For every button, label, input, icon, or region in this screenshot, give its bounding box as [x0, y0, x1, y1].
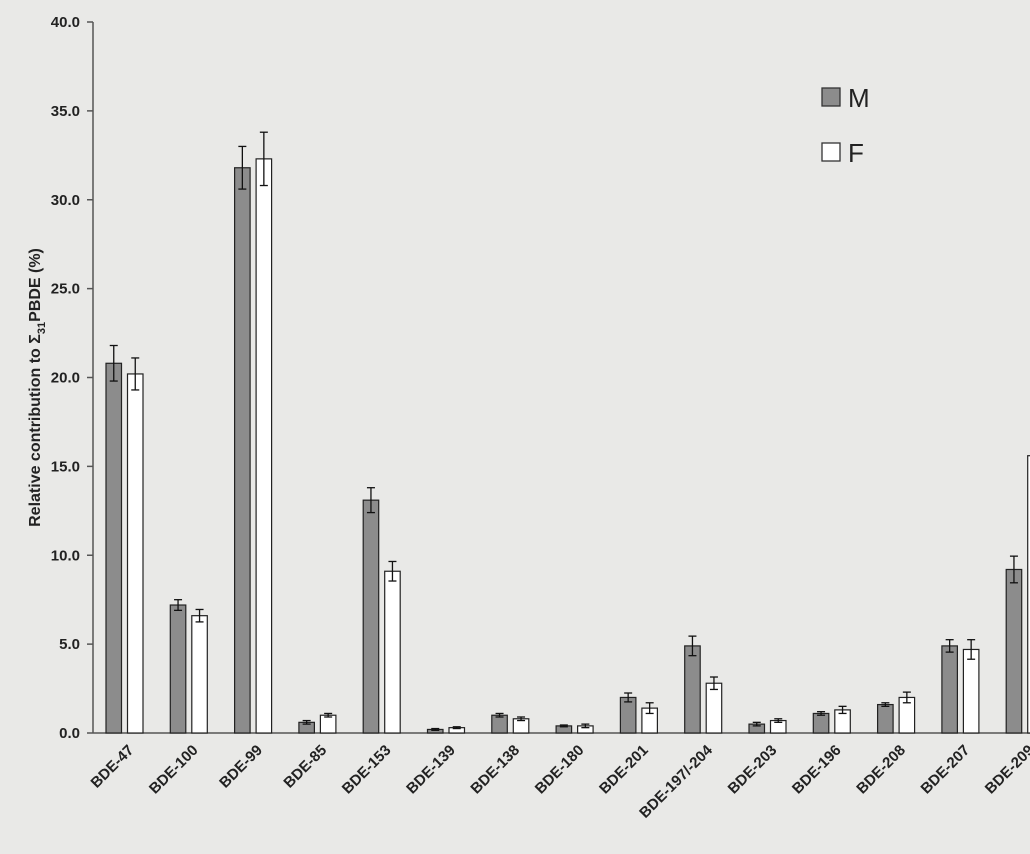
y-tick-label: 25.0 [51, 281, 80, 298]
bar-f [255, 158, 273, 734]
bar-f [191, 615, 208, 734]
y-tick-label: 30.0 [51, 192, 80, 209]
bar-f [319, 714, 337, 734]
y-axis-title-subscript: 31 [36, 322, 48, 334]
legend-label-m: M [848, 83, 870, 113]
bar-m [1005, 568, 1023, 734]
y-axis-title-main: Relative contribution to Σ [27, 334, 44, 527]
x-tick-label: BDE-47 [88, 742, 138, 792]
bar-m [812, 712, 830, 734]
bar-f [962, 648, 980, 734]
legend-label-f: F [848, 138, 864, 168]
y-tick-label: 20.0 [51, 370, 80, 387]
bar-m [619, 696, 637, 734]
x-tick-label: BDE-196 [789, 742, 845, 798]
bar-m [491, 714, 508, 734]
bar-f [705, 682, 723, 734]
y-tick-label: 5.0 [59, 636, 80, 653]
x-tick-label: BDE-207 [918, 742, 974, 798]
bar-m [941, 645, 959, 734]
bar-f [126, 373, 144, 734]
axes-layer [87, 21, 1030, 734]
y-axis-title: Relative contribution to Σ31PBDE (%) [27, 248, 48, 527]
bar-m [362, 499, 380, 734]
y-tick-label: 10.0 [51, 547, 80, 564]
bar-f [384, 570, 401, 734]
x-tick-label: BDE-139 [403, 742, 459, 798]
x-tick-label: BDE-153 [339, 742, 395, 798]
bar-m [105, 362, 123, 734]
x-tick-label: BDE-208 [853, 742, 909, 798]
bars-layer [105, 131, 1030, 734]
legend-swatch-f [821, 142, 841, 162]
x-tick-label: BDE-180 [532, 742, 588, 798]
y-tick-label: 15.0 [51, 458, 80, 475]
bar-m [234, 167, 251, 734]
x-tick-label: BDE-100 [146, 742, 202, 798]
x-tick-label: BDE-99 [216, 742, 266, 792]
y-tick-label: 40.0 [51, 14, 80, 31]
legend-swatch-m [821, 87, 841, 107]
y-tick-label: 0.0 [59, 725, 80, 742]
bar-m [876, 703, 894, 734]
x-tick-label: BDE-138 [467, 742, 523, 798]
x-tick-label: BDE-209 [982, 742, 1030, 798]
y-axis-title-suffix: PBDE (%) [27, 248, 44, 322]
x-tick-label: BDE-201 [596, 742, 652, 798]
x-tick-label: BDE-85 [280, 742, 330, 792]
bar-m [169, 604, 187, 734]
x-tick-label: BDE-203 [725, 742, 781, 798]
bar-m [684, 645, 701, 734]
y-tick-label: 35.0 [51, 103, 80, 120]
bar-f [1027, 455, 1030, 734]
legend: MF [821, 83, 870, 168]
